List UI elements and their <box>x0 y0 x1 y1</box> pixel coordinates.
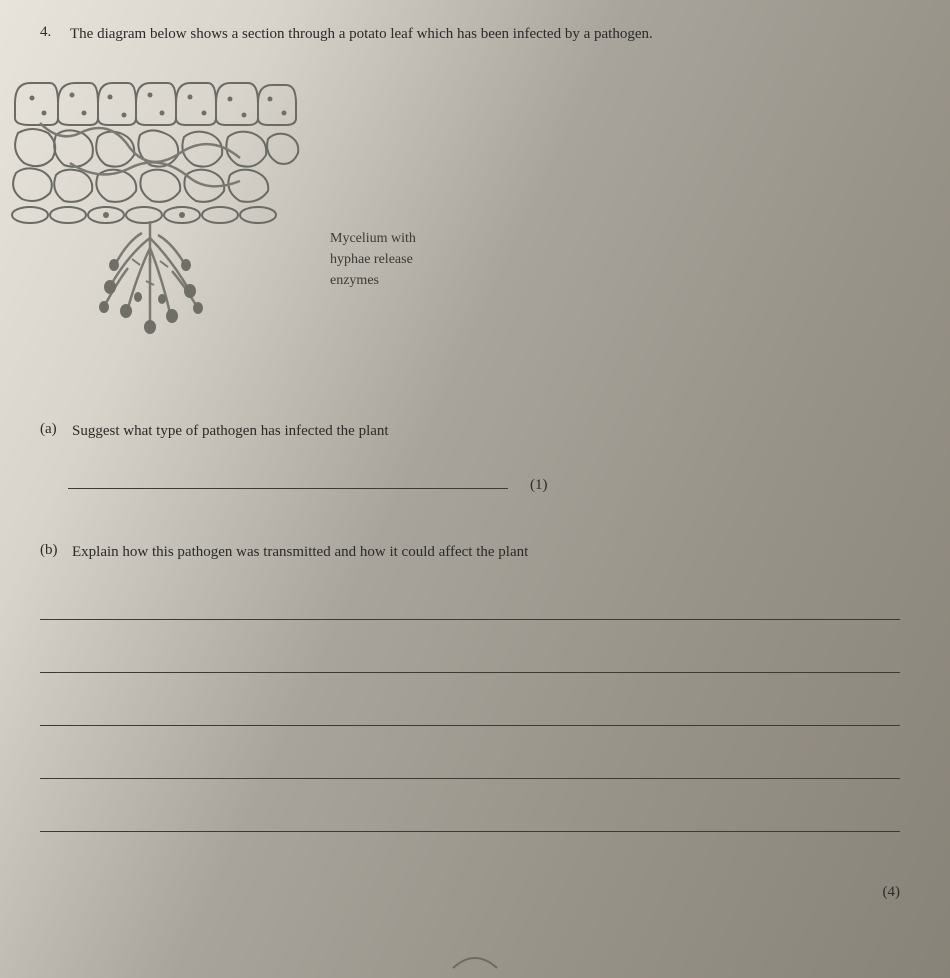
answer-line[interactable] <box>40 831 900 832</box>
part-a-label: (a) <box>40 421 68 438</box>
part-b-marks: (4) <box>40 884 900 901</box>
figure-area: Mycelium with hyphae release enzymes <box>40 63 910 363</box>
question-stem: The diagram below shows a section throug… <box>70 24 910 45</box>
part-b-text: Explain how this pathogen was transmitte… <box>72 542 528 563</box>
caption-line-1: Mycelium with <box>330 228 416 249</box>
part-a: (a) Suggest what type of pathogen has in… <box>40 421 910 494</box>
answer-line[interactable] <box>40 778 900 779</box>
part-a-text: Suggest what type of pathogen has infect… <box>72 421 389 442</box>
answer-line-a[interactable] <box>68 488 508 489</box>
answer-line[interactable] <box>40 619 900 620</box>
worksheet-page: 4. The diagram below shows a section thr… <box>0 0 950 921</box>
caption-line-2: hyphae release <box>330 249 416 270</box>
question-number: 4. <box>40 24 51 41</box>
part-b: (b) Explain how this pathogen was transm… <box>40 542 910 901</box>
page-footer-arc-icon <box>445 952 505 972</box>
part-b-answer-area <box>40 619 900 832</box>
figure-caption: Mycelium with hyphae release enzymes <box>330 228 416 291</box>
caption-line-3: enzymes <box>330 270 416 291</box>
part-b-label: (b) <box>40 542 68 559</box>
leaf-cross-section-diagram <box>10 63 310 363</box>
part-a-marks: (1) <box>530 477 548 494</box>
answer-line[interactable] <box>40 725 900 726</box>
answer-line[interactable] <box>40 672 900 673</box>
